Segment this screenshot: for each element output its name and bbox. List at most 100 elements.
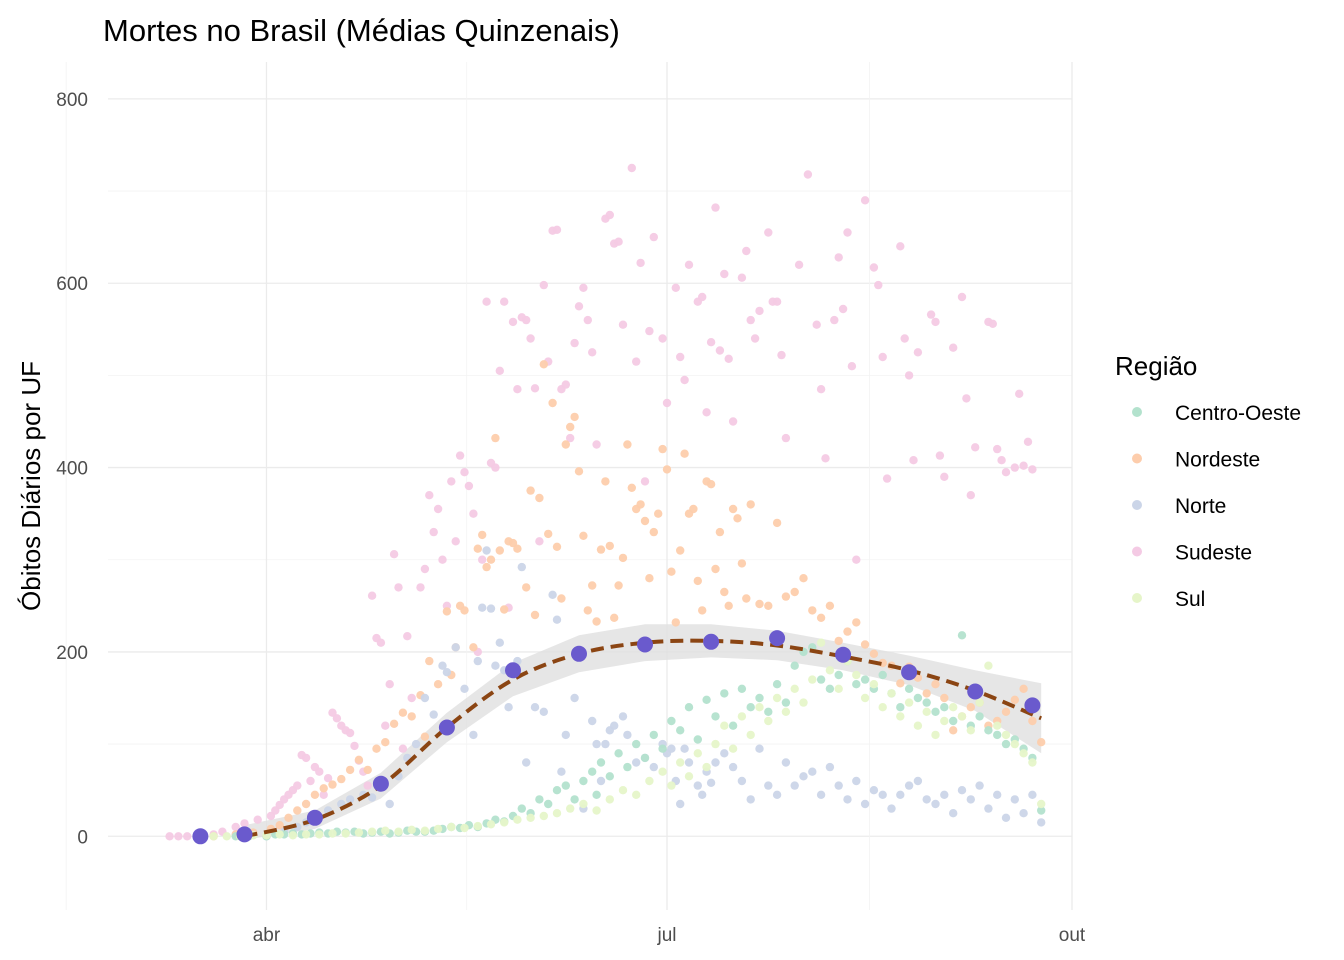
data-point xyxy=(649,232,658,242)
data-point xyxy=(222,832,231,841)
data-point xyxy=(513,385,522,394)
data-point xyxy=(1023,437,1033,446)
data-point xyxy=(852,618,861,627)
data-point xyxy=(398,744,408,753)
data-point xyxy=(381,826,390,835)
data-point xyxy=(315,830,324,839)
data-point xyxy=(464,481,474,491)
data-point xyxy=(1010,695,1019,704)
data-point xyxy=(724,601,733,610)
average-point xyxy=(835,646,852,663)
data-point xyxy=(816,613,826,622)
data-point xyxy=(438,661,447,670)
data-point xyxy=(385,680,394,689)
legend-label: Centro-Oeste xyxy=(1175,402,1301,425)
data-point xyxy=(755,703,764,712)
data-point xyxy=(588,767,597,776)
data-point xyxy=(737,559,747,568)
data-point xyxy=(658,767,667,776)
data-point xyxy=(632,758,641,767)
data-point xyxy=(174,832,183,841)
data-point xyxy=(816,675,826,684)
data-point xyxy=(662,465,672,474)
confidence-band-area xyxy=(244,624,1042,840)
data-point xyxy=(1028,716,1037,726)
data-point xyxy=(557,767,566,776)
data-point xyxy=(561,781,570,790)
data-point xyxy=(438,555,447,564)
data-point xyxy=(975,781,984,790)
data-point xyxy=(517,804,526,813)
data-point xyxy=(1019,461,1028,470)
data-point xyxy=(993,730,1002,740)
data-point xyxy=(654,509,663,518)
data-point xyxy=(566,804,575,813)
data-point xyxy=(1010,795,1019,804)
data-point xyxy=(605,795,614,804)
data-point xyxy=(843,795,852,804)
data-point xyxy=(1037,818,1046,827)
data-point xyxy=(473,821,482,831)
data-point xyxy=(433,680,443,689)
data-point xyxy=(588,581,597,590)
data-point xyxy=(931,680,940,689)
data-point xyxy=(957,631,967,640)
data-point xyxy=(570,338,579,348)
data-point xyxy=(671,283,680,292)
data-point xyxy=(869,263,879,272)
data-point xyxy=(966,703,975,712)
data-point xyxy=(328,829,337,838)
data-point xyxy=(451,643,460,652)
data-point xyxy=(931,317,940,327)
average-point xyxy=(306,809,323,826)
legend-label: Nordeste xyxy=(1175,449,1260,472)
data-point xyxy=(632,790,641,799)
data-point xyxy=(539,707,548,716)
data-point xyxy=(376,638,386,647)
data-point xyxy=(790,781,799,790)
average-point xyxy=(505,662,521,679)
data-point xyxy=(583,315,592,325)
data-point xyxy=(425,491,434,500)
data-point xyxy=(803,170,813,179)
legend-swatch xyxy=(1132,593,1142,603)
data-point xyxy=(522,315,531,325)
data-point xyxy=(971,443,980,452)
data-point xyxy=(922,698,931,707)
data-point xyxy=(552,225,562,234)
data-point xyxy=(755,306,764,316)
data-point xyxy=(764,228,773,237)
data-point xyxy=(860,693,870,703)
data-point xyxy=(1037,806,1046,815)
data-point xyxy=(319,784,328,793)
data-point xyxy=(293,806,302,815)
data-point xyxy=(755,693,764,703)
x-tick-label: out xyxy=(1059,925,1086,946)
data-point xyxy=(781,758,791,767)
data-point xyxy=(940,472,949,481)
data-point xyxy=(808,675,817,684)
data-point xyxy=(442,668,452,677)
data-point xyxy=(834,781,843,790)
data-point xyxy=(993,721,1002,730)
data-point xyxy=(825,666,835,675)
legend-label: Sudeste xyxy=(1175,542,1252,565)
y-tick-label: 800 xyxy=(56,90,88,111)
data-point xyxy=(843,627,852,636)
data-point xyxy=(698,292,707,302)
data-point xyxy=(623,440,632,449)
data-point xyxy=(764,716,773,726)
data-point xyxy=(799,698,808,707)
data-point xyxy=(702,762,711,772)
data-point xyxy=(799,574,808,583)
data-point xyxy=(984,726,993,735)
data-point xyxy=(381,738,390,747)
data-point xyxy=(583,606,592,615)
data-point xyxy=(1028,758,1037,767)
average-points xyxy=(192,630,1041,845)
data-point xyxy=(288,831,298,840)
data-point xyxy=(491,433,500,443)
data-point xyxy=(852,776,861,786)
data-point xyxy=(601,739,610,749)
data-point xyxy=(350,741,359,751)
